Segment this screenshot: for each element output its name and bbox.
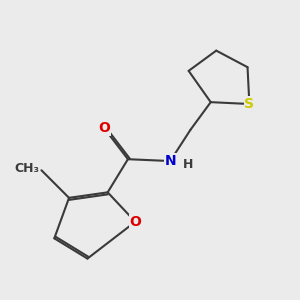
Text: S: S xyxy=(244,97,254,111)
Text: H: H xyxy=(183,158,193,171)
Text: O: O xyxy=(98,121,110,135)
Text: N: N xyxy=(164,154,176,168)
Text: O: O xyxy=(129,215,141,229)
Text: CH₃: CH₃ xyxy=(15,162,40,175)
